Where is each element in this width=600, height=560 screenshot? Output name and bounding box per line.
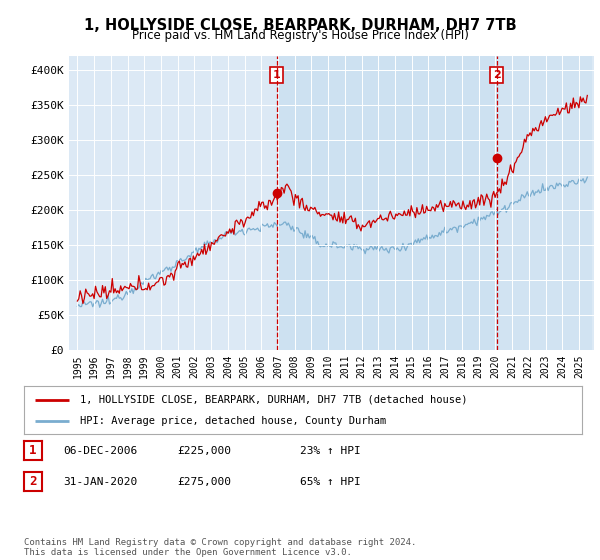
Text: 1: 1 xyxy=(273,70,281,80)
Text: 1: 1 xyxy=(29,444,37,458)
Text: £275,000: £275,000 xyxy=(177,477,231,487)
Text: HPI: Average price, detached house, County Durham: HPI: Average price, detached house, Coun… xyxy=(80,416,386,426)
Bar xyxy=(497,56,592,350)
Text: 1, HOLLYSIDE CLOSE, BEARPARK, DURHAM, DH7 7TB: 1, HOLLYSIDE CLOSE, BEARPARK, DURHAM, DH… xyxy=(83,18,517,33)
Text: 2: 2 xyxy=(29,475,37,488)
Text: 23% ↑ HPI: 23% ↑ HPI xyxy=(300,446,361,456)
Text: Price paid vs. HM Land Registry's House Price Index (HPI): Price paid vs. HM Land Registry's House … xyxy=(131,29,469,42)
Bar xyxy=(277,56,497,350)
Text: 06-DEC-2006: 06-DEC-2006 xyxy=(63,446,137,456)
Text: 31-JAN-2020: 31-JAN-2020 xyxy=(63,477,137,487)
Text: 2: 2 xyxy=(493,70,500,80)
Text: Contains HM Land Registry data © Crown copyright and database right 2024.
This d: Contains HM Land Registry data © Crown c… xyxy=(24,538,416,557)
Text: £225,000: £225,000 xyxy=(177,446,231,456)
Text: 1, HOLLYSIDE CLOSE, BEARPARK, DURHAM, DH7 7TB (detached house): 1, HOLLYSIDE CLOSE, BEARPARK, DURHAM, DH… xyxy=(80,395,467,405)
Text: 65% ↑ HPI: 65% ↑ HPI xyxy=(300,477,361,487)
